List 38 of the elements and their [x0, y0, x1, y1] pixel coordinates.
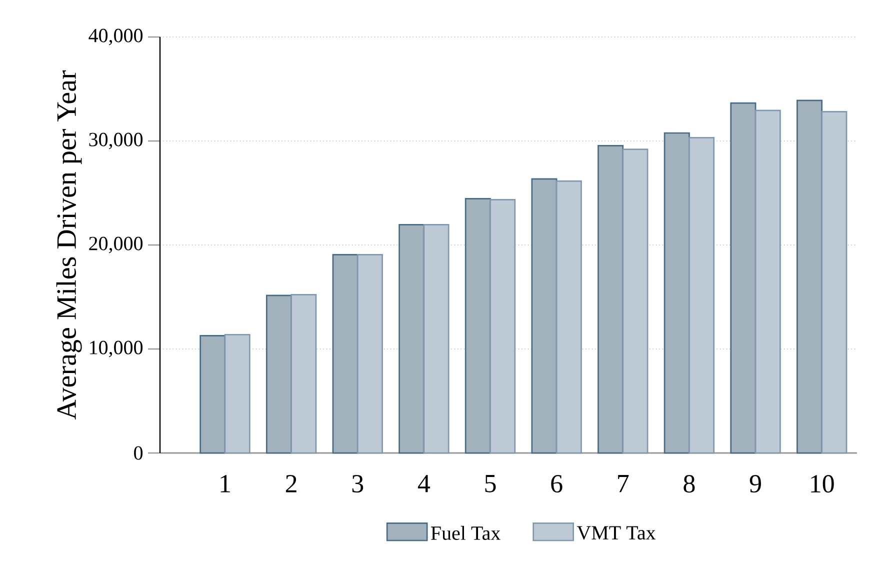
- bar: [224, 334, 250, 454]
- y-tick-label: 20,000: [89, 236, 143, 254]
- bar: [664, 132, 690, 454]
- bar: [730, 102, 756, 454]
- x-tick-label: 4: [418, 475, 430, 492]
- bar: [464, 198, 491, 454]
- x-tick-label: 7: [618, 475, 629, 492]
- bar: [290, 294, 317, 454]
- bar: [598, 145, 624, 454]
- bar: [398, 224, 425, 454]
- bar: [356, 254, 383, 454]
- x-tick-label: 10: [811, 475, 834, 493]
- bar: [266, 294, 292, 454]
- y-tick-label: 30,000: [89, 132, 143, 150]
- bar: [332, 254, 358, 454]
- x-tick-label: 3: [352, 475, 364, 493]
- bar: [200, 335, 226, 454]
- bar: [796, 100, 823, 454]
- bar: [688, 136, 715, 454]
- y-tick-label: 0: [134, 446, 143, 460]
- y-tick-label: 40,000: [88, 28, 143, 46]
- legend-label: VMT Tax: [576, 526, 656, 540]
- x-tick-label: 8: [684, 475, 695, 493]
- bar: [821, 110, 848, 454]
- x-tick-label: 9: [750, 475, 761, 493]
- bar: [754, 110, 781, 454]
- bar: [622, 148, 648, 454]
- bar: [556, 180, 582, 454]
- x-tick-label: 5: [485, 475, 496, 492]
- x-tick-label: 1: [220, 475, 230, 492]
- legend-label: Fuel Tax: [431, 526, 500, 540]
- bar: [423, 224, 450, 454]
- bar: [490, 198, 516, 454]
- y-tick-label: 10,000: [90, 340, 143, 358]
- x-tick-label: 2: [286, 475, 296, 492]
- x-tick-label: 6: [551, 475, 562, 493]
- bar: [531, 178, 558, 454]
- y-axis-title: Average Miles Driven per Year: [56, 70, 82, 420]
